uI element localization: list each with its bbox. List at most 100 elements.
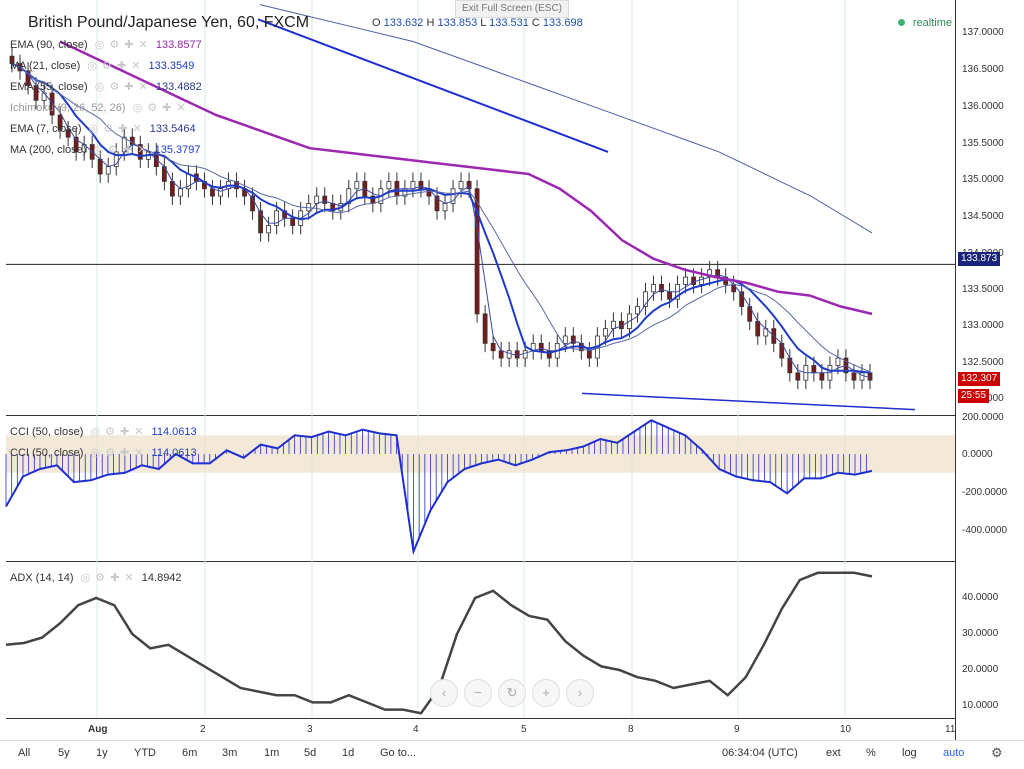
settings-gear-icon[interactable]: ⚙: [991, 745, 1003, 760]
cci-tick: -400.0000: [962, 525, 1008, 536]
candle: [651, 284, 656, 293]
indicator-controls-icon[interactable]: ◎ ⚙ ✚ ✕: [80, 572, 135, 584]
cci-legend-1[interactable]: CCI (50, close) ◎ ⚙ ✚ ✕ 114.0613: [10, 425, 197, 439]
support-trendline: [581, 392, 916, 411]
candle: [683, 276, 688, 285]
scroll-right-button[interactable]: ›: [566, 679, 594, 707]
ohlc-low: 133.531: [489, 17, 529, 29]
range-ytd-button[interactable]: YTD: [134, 747, 156, 759]
range-5y-button[interactable]: 5y: [58, 747, 70, 759]
candle: [498, 350, 504, 359]
adx-tick: 20.0000: [962, 664, 999, 675]
ohlc-o-label: O: [372, 17, 381, 29]
cci-tick: 0.0000: [962, 449, 993, 460]
candle: [57, 114, 63, 131]
candle: [586, 350, 592, 359]
log-scale-toggle[interactable]: log: [902, 747, 917, 759]
ohlc-high: 133.853: [437, 17, 478, 29]
candle: [514, 350, 520, 359]
hline-price-tag: 133.873: [958, 252, 1001, 266]
candle: [218, 188, 223, 197]
indicator-controls-icon[interactable]: ◎ ⚙ ✚ ✕: [90, 426, 145, 438]
range-5d-button[interactable]: 5d: [304, 747, 317, 759]
adx-legend[interactable]: ADX (14, 14) ◎ ⚙ ✚ ✕ 14.8942: [10, 571, 182, 585]
cci-tick: -200.0000: [962, 487, 1008, 498]
candle: [105, 166, 111, 175]
cci-tick: 200.0000: [962, 412, 1004, 423]
candle: [97, 158, 103, 175]
indicator-value: 14.8942: [141, 572, 182, 584]
candle: [643, 291, 648, 307]
adx-tick: 10.0000: [962, 700, 999, 711]
candle: [755, 320, 761, 337]
indicator-legend-ema90[interactable]: EMA (90, close) ◎ ⚙ ✚ ✕ 133.8577: [10, 38, 202, 52]
range-1d-button[interactable]: 1d: [342, 747, 355, 759]
indicator-controls-icon[interactable]: ◎ ⚙ ✚ ✕: [93, 144, 148, 156]
time-tick: 8: [628, 724, 634, 735]
range-3m-button[interactable]: 3m: [222, 747, 238, 759]
auto-scale-toggle[interactable]: auto: [943, 747, 965, 759]
indicator-controls-icon[interactable]: ◎ ⚙ ✚ ✕: [90, 447, 145, 459]
adx-tick: 40.0000: [962, 592, 999, 603]
ohlc-l-label: L: [480, 17, 487, 29]
candle: [506, 350, 512, 359]
price-tick: 137.0000: [962, 27, 1004, 38]
goto-date-button[interactable]: Go to...: [380, 747, 417, 759]
candle: [611, 320, 616, 330]
scroll-left-button[interactable]: ‹: [430, 679, 458, 707]
adx-tick: 30.0000: [962, 628, 999, 639]
indicator-controls-icon[interactable]: ◎ ⚙ ✚ ✕: [94, 81, 149, 93]
candle: [635, 306, 640, 315]
time-tick: Aug: [88, 724, 108, 735]
time-tick: 2: [200, 724, 206, 735]
candle: [258, 210, 263, 234]
range-1y-button[interactable]: 1y: [96, 747, 108, 759]
candle: [835, 357, 841, 366]
reset-chart-button[interactable]: ↻: [498, 679, 526, 707]
indicator-label: EMA (7, close): [10, 123, 82, 135]
zoom-out-button[interactable]: −: [464, 679, 492, 707]
candle: [322, 195, 328, 204]
candle: [667, 291, 672, 300]
exit-fullscreen-button[interactable]: Exit Full Screen (ESC): [455, 0, 569, 18]
candle: [562, 335, 568, 344]
candle: [450, 188, 456, 204]
indicator-legend-ma21[interactable]: MA (21, close) ◎ ⚙ ✚ ✕ 133.3549: [10, 59, 194, 73]
percent-scale-toggle[interactable]: %: [866, 747, 876, 759]
ohlc-close: 133.698: [542, 17, 583, 29]
time-tick: 4: [413, 724, 419, 735]
indicator-controls-icon[interactable]: ◎ ⚙ ✚ ✕: [94, 39, 149, 51]
indicator-legend-ichimoku[interactable]: Ichimoku (9, 26, 52, 26) ◎ ⚙ ✚ ✕: [10, 101, 191, 115]
price-tick: 136.0000: [962, 101, 1004, 112]
range-6m-button[interactable]: 6m: [182, 747, 198, 759]
indicator-legend-ema55[interactable]: EMA (55, close) ◎ ⚙ ✚ ✕ 133.4882: [10, 80, 202, 94]
indicator-controls-icon[interactable]: ◎ ⚙ ✚ ✕: [87, 60, 142, 72]
candle: [867, 372, 873, 381]
candle: [458, 180, 464, 190]
indicator-legend-ma200[interactable]: MA (200, close) ◎ ⚙ ✚ ✕ 135.3797: [10, 143, 201, 157]
candle: [250, 195, 255, 212]
ext-hours-toggle[interactable]: ext: [826, 747, 841, 759]
cci-legend-2[interactable]: CCI (50, close) ◎ ⚙ ✚ ✕ 114.0613: [10, 446, 197, 460]
range-1m-button[interactable]: 1m: [264, 747, 280, 759]
candle: [386, 180, 392, 190]
cci-line: [5, 419, 873, 556]
indicator-value: 114.0613: [151, 426, 197, 438]
range-all-button[interactable]: All: [18, 747, 31, 759]
indicator-label: Ichimoku (9, 26, 52, 26): [10, 102, 126, 114]
candle: [418, 180, 424, 190]
candle: [169, 180, 175, 197]
candle: [137, 144, 143, 160]
ema90-line: [59, 40, 873, 316]
price-tick: 135.0000: [962, 174, 1004, 185]
utc-clock[interactable]: 06:34:04 (UTC): [722, 747, 798, 759]
price-tick: 132.5000: [962, 357, 1004, 368]
candle: [354, 180, 360, 190]
candle: [25, 70, 31, 87]
ohlc-open: 133.632: [383, 17, 424, 29]
indicator-legend-ema7[interactable]: EMA (7, close) ◎ ⚙ ✚ ✕ 133.5464: [10, 122, 196, 136]
indicator-controls-icon[interactable]: ◎ ⚙ ✚ ✕: [132, 102, 187, 114]
indicator-controls-icon[interactable]: ◎ ⚙ ✚ ✕: [88, 123, 143, 135]
zoom-in-button[interactable]: +: [532, 679, 560, 707]
